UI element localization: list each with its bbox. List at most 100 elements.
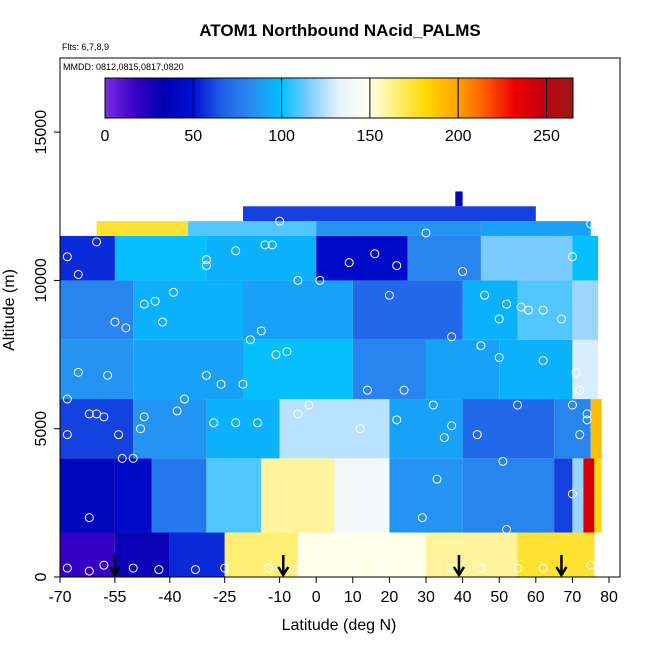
sample-point xyxy=(315,275,325,285)
sample-point xyxy=(567,489,577,499)
sample-point xyxy=(73,367,83,377)
flight-arrow xyxy=(555,555,568,578)
sample-point xyxy=(421,228,431,238)
heatmap-cell xyxy=(389,458,463,533)
sample-point xyxy=(582,409,592,419)
heatmap-cell xyxy=(188,221,317,236)
sample-point xyxy=(62,394,72,404)
heatmap-cell xyxy=(352,339,427,400)
x-axis-label: Latitude (deg N) xyxy=(282,617,397,634)
y-tick-label: 15000 xyxy=(33,110,50,155)
heatmap-cell xyxy=(133,399,207,459)
sample-point xyxy=(231,246,241,256)
sample-point xyxy=(494,314,504,324)
sample-point xyxy=(447,332,457,342)
heatmap-cell xyxy=(60,235,115,281)
heatmap-cell xyxy=(297,532,427,577)
colorbar-ticks: 0 50 100 150 200 250 xyxy=(101,78,560,145)
x-tick-label: 70 xyxy=(564,589,582,606)
sample-point xyxy=(121,323,131,333)
sample-point xyxy=(392,415,402,425)
sample-point xyxy=(253,418,263,428)
flight-arrow xyxy=(452,555,466,578)
sample-point xyxy=(556,314,566,324)
heatmap-cell xyxy=(462,458,555,533)
heatmap-cell xyxy=(334,458,390,533)
sample-point xyxy=(538,305,548,315)
sample-point xyxy=(417,513,427,523)
sample-point xyxy=(523,305,533,315)
colorbar-tick-label: 250 xyxy=(533,128,560,145)
heatmap-cell xyxy=(114,235,207,281)
sample-point xyxy=(370,249,380,259)
x-tick-label: -25 xyxy=(213,589,236,606)
heatmap-cell xyxy=(462,399,555,459)
heatmap-cell xyxy=(60,339,134,400)
heatmap-cell xyxy=(590,399,602,459)
sample-point xyxy=(117,453,127,463)
sample-point xyxy=(586,219,596,229)
sample-point xyxy=(432,474,442,484)
sample-point xyxy=(62,252,72,262)
sample-point xyxy=(114,430,124,440)
y-tick-label: 5000 xyxy=(33,411,50,447)
heatmap-cell xyxy=(480,235,573,281)
sample-point xyxy=(84,513,94,523)
sample-point xyxy=(428,400,438,410)
x-axis: -70 -55 -40 -25 -10 0 10 20 30 40 50 60 70 80 xyxy=(48,577,618,606)
heatmap-cell xyxy=(133,280,244,340)
y-tick-label: 10000 xyxy=(33,258,50,303)
sample-point xyxy=(99,560,109,570)
x-tick-label: 0 xyxy=(312,589,321,606)
sample-point xyxy=(238,379,248,389)
heatmap-cell xyxy=(60,399,134,459)
heatmap-cell xyxy=(60,532,115,577)
sample-point xyxy=(293,409,303,419)
heatmap-cell xyxy=(316,235,408,281)
sample-point xyxy=(92,237,102,247)
heatmap-cell xyxy=(554,458,573,533)
sample-point xyxy=(502,299,512,309)
sample-point xyxy=(73,269,83,279)
heatmap-cell xyxy=(554,399,591,459)
sample-point xyxy=(275,216,285,226)
sample-point xyxy=(293,275,303,285)
heatmap-cell xyxy=(517,532,595,577)
x-tick-label: -40 xyxy=(158,589,181,606)
sample-point xyxy=(62,430,72,440)
sample-point xyxy=(139,412,149,422)
heatmap-cells xyxy=(60,191,602,577)
plot-frame xyxy=(59,57,621,578)
sample-point xyxy=(567,252,577,262)
sample-point xyxy=(157,317,167,327)
colorbar-scale xyxy=(104,77,574,119)
sample-point xyxy=(190,565,200,575)
sample-point xyxy=(476,341,486,351)
sample-point xyxy=(154,565,164,575)
sample-point xyxy=(168,287,178,297)
sample-point xyxy=(498,456,508,466)
y-axis-label: Altitude (m) xyxy=(1,269,18,351)
sample-point xyxy=(538,356,548,366)
y-axis: 0 5000 10000 15000 xyxy=(33,110,60,581)
sample-point xyxy=(351,563,361,573)
heatmap-cell xyxy=(243,206,536,222)
sample-point xyxy=(84,409,94,419)
sample-point xyxy=(179,394,189,404)
heatmap-cell xyxy=(261,458,335,533)
sample-point xyxy=(355,424,365,434)
sample-point xyxy=(103,370,113,380)
heatmap-cell xyxy=(114,458,152,533)
x-tick-label: 30 xyxy=(417,589,435,606)
sample-point xyxy=(220,563,230,573)
x-tick-label: 20 xyxy=(381,589,399,606)
heatmap-cell xyxy=(279,399,390,459)
sample-point xyxy=(567,400,577,410)
sample-point xyxy=(502,525,512,535)
sample-point xyxy=(476,563,486,573)
sample-point xyxy=(410,563,420,573)
x-tick-label: 60 xyxy=(527,589,545,606)
sample-point xyxy=(494,353,504,363)
chart-title: ATOM1 Northbound NAcid_PALMS xyxy=(199,21,480,40)
